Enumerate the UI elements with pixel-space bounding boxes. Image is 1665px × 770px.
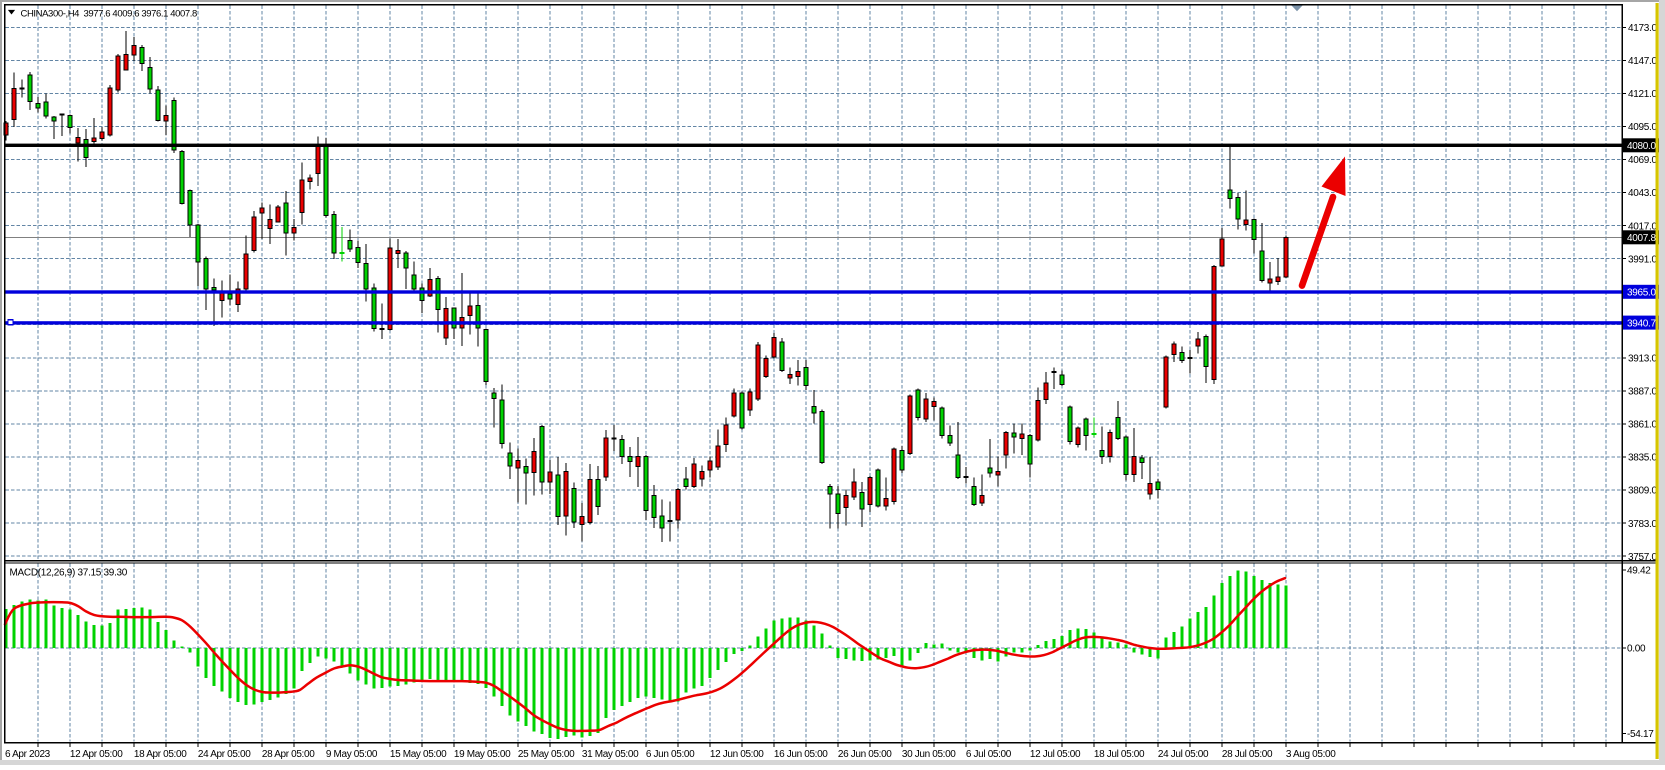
- svg-text:4095.0: 4095.0: [1628, 122, 1658, 133]
- svg-text:-54.17: -54.17: [1627, 729, 1654, 740]
- svg-text:12 Jun 05:00: 12 Jun 05:00: [710, 749, 764, 760]
- svg-text:0.00: 0.00: [1627, 644, 1646, 655]
- svg-text:24 Jul 05:00: 24 Jul 05:00: [1158, 749, 1209, 760]
- svg-text:28 Apr 05:00: 28 Apr 05:00: [262, 749, 315, 760]
- svg-text:18 Jul 05:00: 18 Jul 05:00: [1094, 749, 1145, 760]
- svg-text:12 Jul 05:00: 12 Jul 05:00: [1030, 749, 1081, 760]
- svg-text:3940.7: 3940.7: [1627, 318, 1657, 329]
- svg-text:3965.0: 3965.0: [1627, 288, 1657, 299]
- svg-text:16 Jun 05:00: 16 Jun 05:00: [774, 749, 828, 760]
- svg-text:24 Apr 05:00: 24 Apr 05:00: [198, 749, 251, 760]
- svg-text:4080.0: 4080.0: [1627, 141, 1657, 152]
- svg-text:4069.0: 4069.0: [1628, 155, 1658, 166]
- svg-text:6 Jul 05:00: 6 Jul 05:00: [966, 749, 1012, 760]
- svg-text:12 Apr 05:00: 12 Apr 05:00: [70, 749, 123, 760]
- svg-text:4121.0: 4121.0: [1628, 89, 1658, 100]
- svg-text:3783.0: 3783.0: [1628, 519, 1658, 530]
- svg-text:6 Apr 2023: 6 Apr 2023: [5, 749, 51, 760]
- svg-text:30 Jun 05:00: 30 Jun 05:00: [902, 749, 956, 760]
- svg-text:31 May 05:00: 31 May 05:00: [582, 749, 639, 760]
- svg-text:3913.0: 3913.0: [1628, 354, 1658, 365]
- svg-text:4147.0: 4147.0: [1628, 56, 1658, 67]
- svg-text:4017.0: 4017.0: [1628, 221, 1658, 232]
- svg-text:28 Jul 05:00: 28 Jul 05:00: [1222, 749, 1273, 760]
- svg-text:4173.0: 4173.0: [1628, 23, 1658, 34]
- svg-text:3757.0: 3757.0: [1628, 552, 1658, 563]
- svg-text:3835.0: 3835.0: [1628, 453, 1658, 464]
- svg-text:25 May 05:00: 25 May 05:00: [518, 749, 575, 760]
- svg-text:9 May 05:00: 9 May 05:00: [326, 749, 378, 760]
- svg-text:6 Jun 05:00: 6 Jun 05:00: [646, 749, 695, 760]
- svg-text:15 May 05:00: 15 May 05:00: [390, 749, 447, 760]
- svg-text:3 Aug 05:00: 3 Aug 05:00: [1286, 749, 1336, 760]
- svg-text:MACD(12,26,9) 37.15 39.30: MACD(12,26,9) 37.15 39.30: [10, 568, 128, 579]
- svg-text:4007.8: 4007.8: [1627, 233, 1657, 244]
- svg-text:3861.0: 3861.0: [1628, 420, 1658, 431]
- svg-text:CHINA300-,H4 3977.6 4009.6 39: CHINA300-,H4 3977.6 4009.6 3976.1 4007.8: [21, 9, 197, 20]
- svg-text:3991.0: 3991.0: [1628, 254, 1658, 265]
- svg-text:3809.0: 3809.0: [1628, 486, 1658, 497]
- svg-text:18 Apr 05:00: 18 Apr 05:00: [134, 749, 187, 760]
- svg-text:49.42: 49.42: [1627, 566, 1651, 577]
- svg-text:26 Jun 05:00: 26 Jun 05:00: [838, 749, 892, 760]
- svg-text:19 May 05:00: 19 May 05:00: [454, 749, 511, 760]
- svg-text:4043.0: 4043.0: [1628, 188, 1658, 199]
- svg-text:3887.0: 3887.0: [1628, 387, 1658, 398]
